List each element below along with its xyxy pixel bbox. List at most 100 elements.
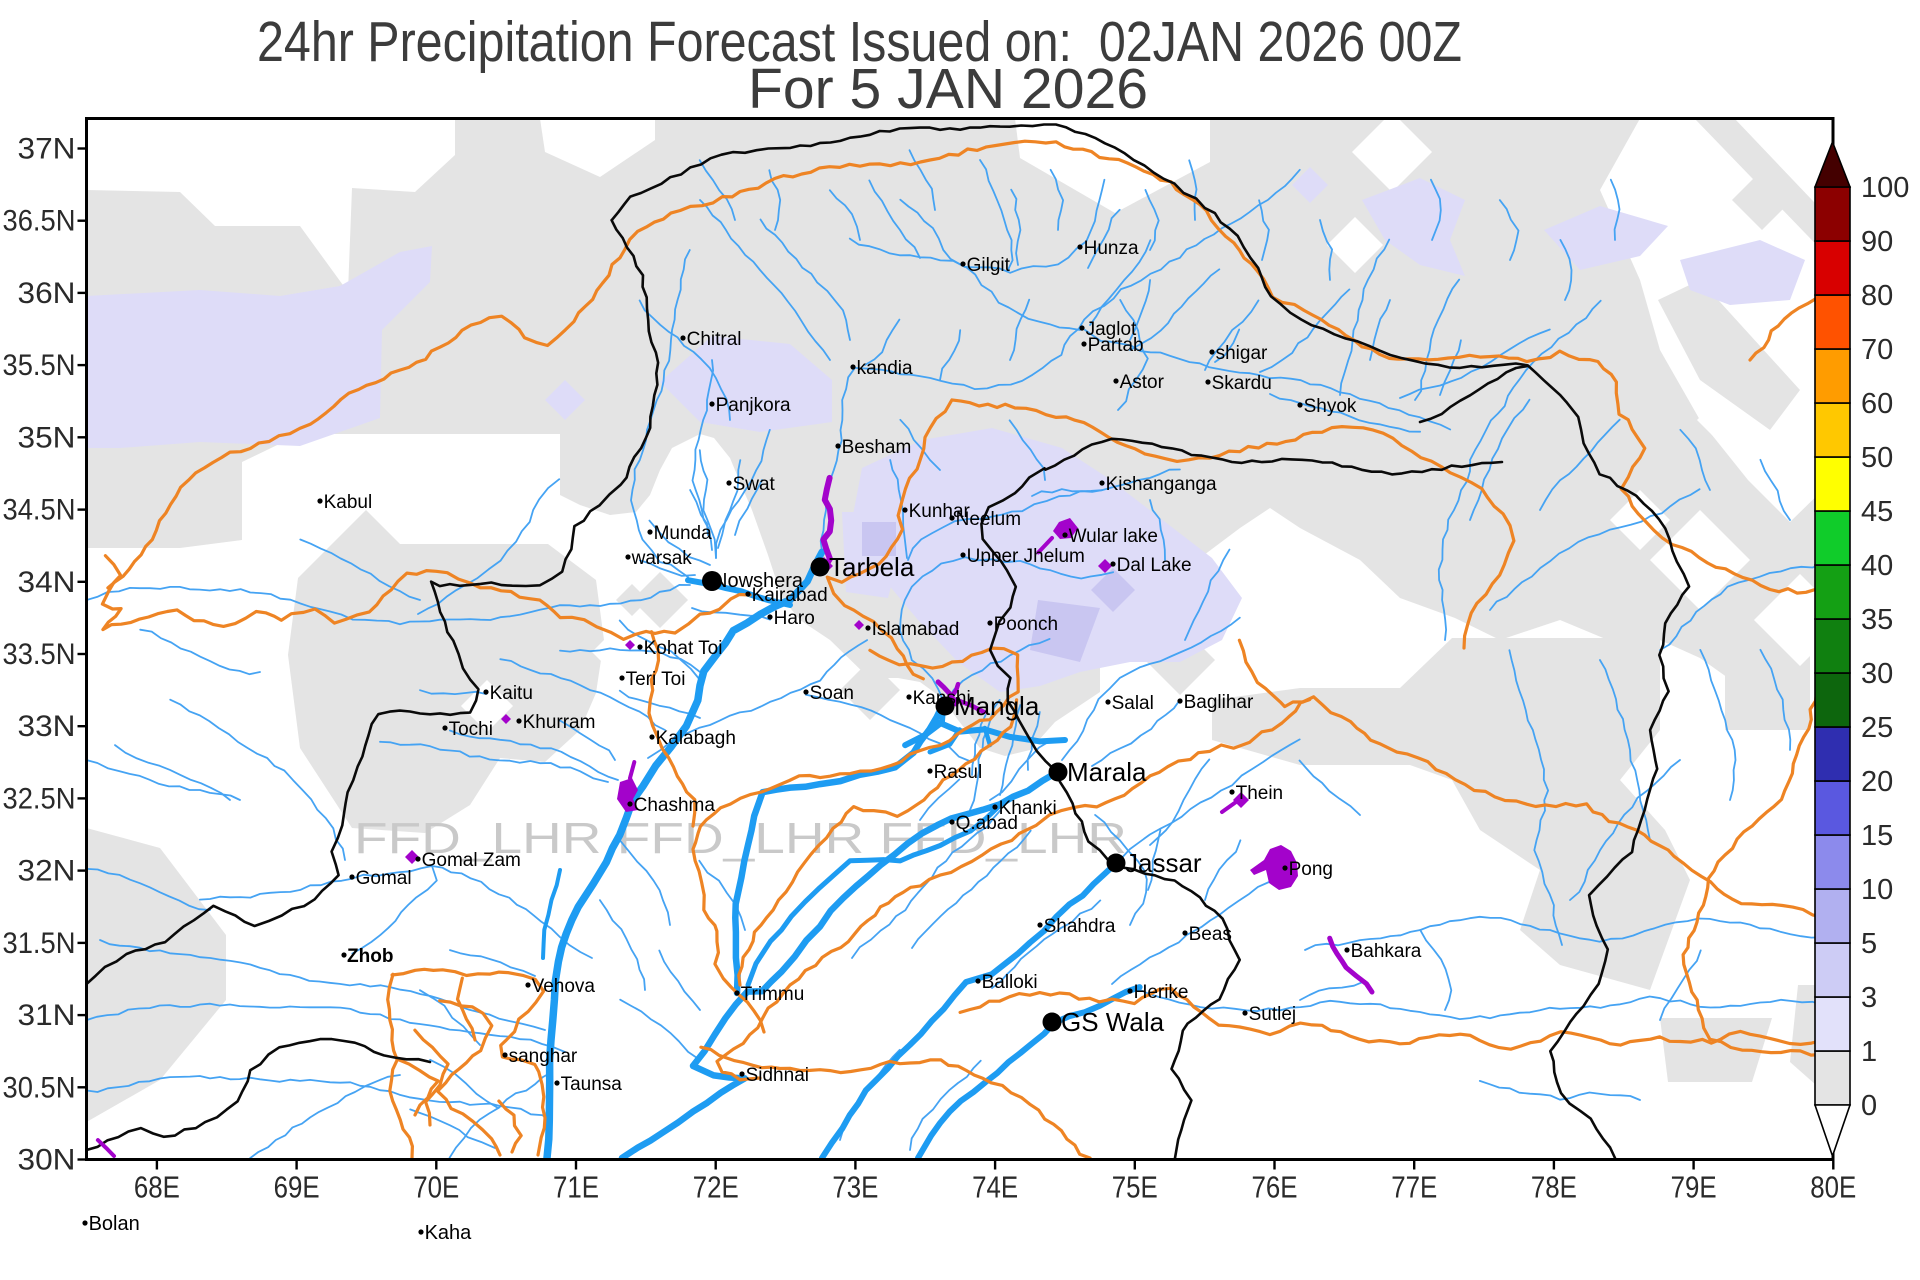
svg-text:Haro: Haro	[774, 608, 815, 629]
svg-text:76E: 76E	[1252, 1170, 1298, 1205]
svg-text:Rasul: Rasul	[934, 762, 983, 783]
svg-text:Upper Jhelum: Upper Jhelum	[967, 546, 1085, 567]
svg-text:Kaitu: Kaitu	[490, 683, 533, 704]
svg-text:Shahdra: Shahdra	[1044, 916, 1116, 937]
svg-text:32.5N: 32.5N	[3, 782, 76, 815]
svg-text:Kohat Toi: Kohat Toi	[644, 638, 723, 659]
svg-text:Khanki: Khanki	[999, 798, 1057, 819]
svg-text:Wular lake: Wular lake	[1069, 526, 1158, 547]
svg-text:24hr Precipitation Forecast Is: 24hr Precipitation Forecast Issued on: 0…	[257, 10, 1462, 74]
svg-text:Bolan: Bolan	[89, 1213, 140, 1235]
svg-text:Tochi: Tochi	[449, 719, 493, 740]
svg-text:Swat: Swat	[733, 474, 776, 495]
svg-text:74E: 74E	[972, 1170, 1018, 1205]
svg-text:Khurram: Khurram	[523, 712, 596, 733]
svg-text:78E: 78E	[1531, 1170, 1577, 1205]
svg-text:80E: 80E	[1810, 1170, 1856, 1205]
svg-text:Chitral: Chitral	[687, 329, 742, 350]
svg-text:Dal Lake: Dal Lake	[1117, 555, 1192, 576]
svg-text:34N: 34N	[18, 566, 76, 599]
svg-text:30N: 30N	[18, 1144, 76, 1177]
svg-text:70: 70	[1861, 334, 1893, 366]
svg-text:33.5N: 33.5N	[3, 638, 76, 671]
svg-text:Q.abad: Q.abad	[956, 813, 1018, 834]
svg-text:warsak: warsak	[631, 548, 693, 569]
svg-text:Salal: Salal	[1112, 693, 1154, 714]
svg-text:FFD_LHR FFD_LHR FFD_LHR: FFD_LHR FFD_LHR FFD_LHR	[354, 814, 1127, 863]
svg-text:31N: 31N	[18, 999, 76, 1032]
svg-text:GS Wala: GS Wala	[1061, 1007, 1165, 1037]
svg-text:Gilgit: Gilgit	[967, 255, 1011, 276]
svg-text:Munda: Munda	[654, 523, 713, 544]
svg-text:35N: 35N	[18, 421, 76, 454]
svg-text:Kaha: Kaha	[425, 1222, 473, 1244]
svg-text:Chashma: Chashma	[634, 795, 716, 816]
svg-text:31.5N: 31.5N	[3, 927, 76, 960]
svg-text:For 5 JAN 2026: For 5 JAN 2026	[748, 57, 1148, 121]
svg-text:sanghar: sanghar	[509, 1046, 578, 1067]
svg-text:Soan: Soan	[810, 683, 854, 704]
svg-text:70E: 70E	[413, 1170, 459, 1205]
svg-text:Pong: Pong	[1289, 859, 1333, 880]
svg-text:shigar: shigar	[1216, 343, 1268, 364]
svg-text:34.5N: 34.5N	[3, 494, 76, 527]
svg-text:Neelum: Neelum	[956, 509, 1021, 530]
svg-text:Kishanganga: Kishanganga	[1106, 474, 1217, 495]
svg-text:25: 25	[1861, 712, 1893, 744]
svg-text:kandia: kandia	[857, 358, 913, 379]
svg-text:Sutlej: Sutlej	[1249, 1004, 1297, 1025]
svg-text:20: 20	[1861, 766, 1893, 798]
svg-text:Kairabad: Kairabad	[752, 585, 828, 606]
svg-text:Herike: Herike	[1134, 982, 1189, 1003]
svg-text:75E: 75E	[1112, 1170, 1158, 1205]
svg-text:Taunsa: Taunsa	[561, 1074, 623, 1095]
svg-text:Kunhar: Kunhar	[909, 501, 971, 522]
svg-text:Shyok: Shyok	[1304, 396, 1357, 417]
svg-text:100: 100	[1861, 172, 1909, 204]
svg-text:Baglihar: Baglihar	[1184, 692, 1254, 713]
svg-text:Mangla: Mangla	[954, 691, 1040, 721]
svg-text:Beas: Beas	[1189, 924, 1232, 945]
svg-text:Marala: Marala	[1067, 757, 1147, 787]
svg-text:Partab: Partab	[1088, 335, 1144, 356]
svg-text:1: 1	[1861, 1036, 1877, 1068]
svg-text:Astor: Astor	[1120, 372, 1165, 393]
svg-text:60: 60	[1861, 388, 1893, 420]
svg-text:30: 30	[1861, 658, 1893, 690]
svg-text:73E: 73E	[832, 1170, 878, 1205]
svg-text:Gomal: Gomal	[356, 868, 412, 889]
svg-text:36N: 36N	[18, 277, 76, 310]
svg-text:Balloki: Balloki	[982, 972, 1038, 993]
svg-text:Gomal Zam: Gomal Zam	[422, 850, 521, 871]
svg-text:40: 40	[1861, 550, 1893, 582]
svg-text:Besham: Besham	[842, 437, 912, 458]
svg-text:Panjkora: Panjkora	[716, 395, 791, 416]
svg-text:77E: 77E	[1391, 1170, 1437, 1205]
svg-text:Tarbela: Tarbela	[829, 552, 915, 582]
svg-text:36.5N: 36.5N	[3, 205, 76, 238]
svg-text:Islamabad: Islamabad	[872, 619, 960, 640]
svg-text:15: 15	[1861, 820, 1893, 852]
svg-text:3: 3	[1861, 982, 1877, 1014]
svg-text:Jaglot: Jaglot	[1086, 319, 1137, 340]
svg-text:35.5N: 35.5N	[3, 349, 76, 382]
svg-text:33N: 33N	[18, 710, 76, 743]
svg-text:Trimmu: Trimmu	[741, 984, 805, 1005]
svg-text:32N: 32N	[18, 855, 76, 888]
svg-text:Skardu: Skardu	[1212, 373, 1272, 394]
svg-text:Sidhnai: Sidhnai	[746, 1065, 809, 1086]
svg-text:Hunza: Hunza	[1084, 238, 1139, 259]
svg-text:50: 50	[1861, 442, 1893, 474]
svg-text:80: 80	[1861, 280, 1893, 312]
svg-text:71E: 71E	[553, 1170, 599, 1205]
svg-text:79E: 79E	[1671, 1170, 1717, 1205]
svg-text:Zhob: Zhob	[347, 946, 393, 967]
svg-text:69E: 69E	[274, 1170, 320, 1205]
svg-text:Teri Toi: Teri Toi	[626, 669, 686, 690]
svg-text:Nowshera: Nowshera	[713, 570, 804, 592]
svg-text:30.5N: 30.5N	[3, 1071, 76, 1104]
svg-text:10: 10	[1861, 874, 1893, 906]
svg-text:45: 45	[1861, 496, 1893, 528]
svg-text:Poonch: Poonch	[994, 614, 1058, 635]
svg-text:Jassar: Jassar	[1125, 848, 1202, 878]
